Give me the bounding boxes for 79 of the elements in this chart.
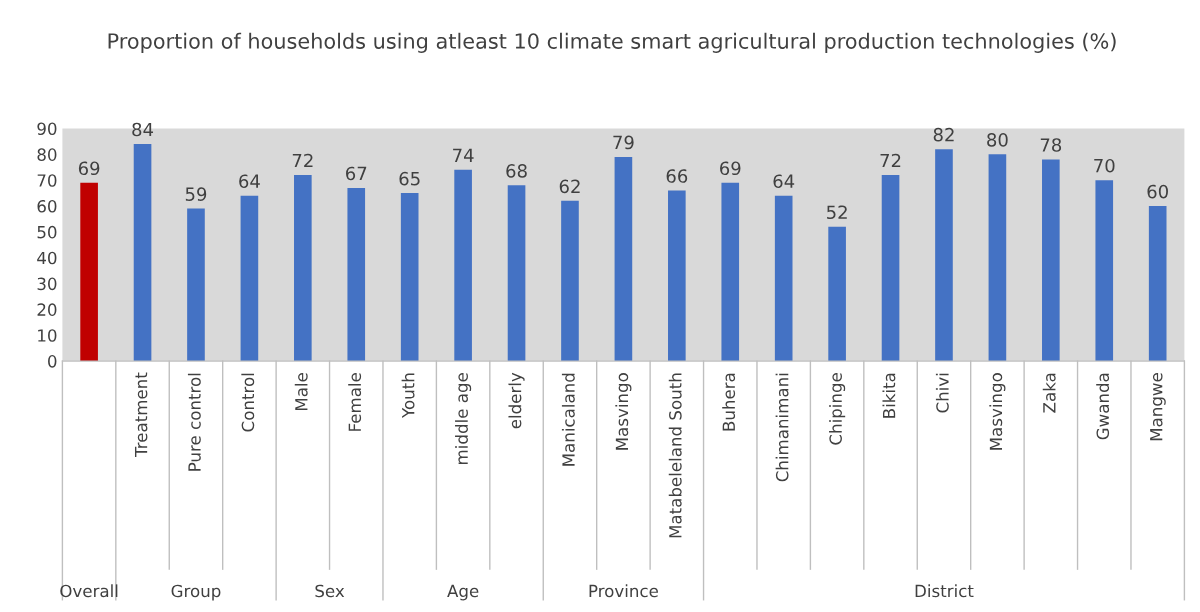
text: District [915,584,974,598]
bar [774,195,793,362]
data-label: 69 [78,161,100,176]
data-label: 72 [880,153,901,168]
x-tick-label: Buhera [722,373,736,431]
chart-title: Proportion of households using atleast 10 climate smart agricultural production technologies (%) [108,32,1116,53]
x-tick-label: Matabeleland South [668,373,682,538]
y-tick-label: 10 [38,329,57,342]
x-tick-label: Masvingo [989,373,1006,450]
data-label: 82 [933,127,954,142]
data-label: 52 [827,205,847,220]
y-tick-label: 90 [37,122,57,136]
text: Age [447,584,479,601]
x-tick-label: middle age [455,373,472,464]
data-label: 80 [987,133,1008,147]
data-label: 64 [239,174,260,189]
x-tick-label: Male [294,373,308,411]
bar [454,169,472,362]
x-tick-label: Control [241,373,255,432]
bar [988,154,1007,362]
data-label: 72 [292,153,313,168]
bar [561,200,579,362]
y-tick-label: 40 [37,251,57,265]
bar [881,175,900,362]
bar [1148,206,1167,362]
data-label: 79 [613,135,634,150]
data-label: 69 [720,161,741,176]
data-label: 74 [453,148,474,162]
x-tick-label: Manicaland [561,373,575,466]
bar [400,193,419,362]
bar [828,226,846,362]
data-label: 65 [399,171,420,186]
data-label: 66 [666,169,688,183]
bar [80,182,98,362]
y-tick-label: 60 [37,200,57,213]
bar [294,175,312,362]
x-tick-label: Mangwe [1150,373,1166,441]
data-label: 67 [346,166,367,181]
bar [614,156,633,362]
data-label: 64 [773,174,795,189]
y-tick-label: 50 [37,225,57,239]
x-tick-label: Treatment [134,372,148,458]
x-tick-label: Zaka [1042,373,1056,413]
bar [347,187,366,362]
x-tick-label: Female [348,373,362,431]
x-tick-label: Chivi [935,373,949,413]
text: Group [171,584,221,601]
bar [935,149,953,362]
y-tick-label: 30 [37,277,57,291]
data-label: 70 [1094,158,1115,173]
bar [1042,159,1060,362]
data-label: 59 [185,187,207,201]
bar [187,208,205,362]
x-tick-label: Chipinge [829,373,846,445]
data-label: 60 [1147,184,1168,199]
bar [1095,180,1114,362]
bar [507,185,526,362]
bar [721,182,740,362]
data-label: 84 [132,122,154,137]
y-tick-label: 0 [48,355,57,368]
x-tick-label: Youth [401,373,415,419]
text: Province [589,584,658,598]
y-tick-label: 70 [37,174,57,187]
text: Overall [60,584,118,598]
x-tick-label: Masvingo [615,373,632,450]
data-label: 68 [506,164,527,178]
bar [133,144,152,362]
y-tick-label: 20 [37,303,57,316]
x-tick-label: Pure control [187,373,201,471]
text: Sex [315,584,345,598]
x-tick-label: elderly [508,372,525,429]
data-label: 78 [1040,138,1062,152]
bar [668,190,686,362]
x-tick-label: Bikita [882,373,896,418]
y-tick-label: 80 [37,148,57,161]
bar [240,195,259,362]
x-tick-label: Gwanda [1096,373,1110,440]
data-label: 62 [559,179,580,194]
x-tick-label: Chimanimani [775,373,789,482]
